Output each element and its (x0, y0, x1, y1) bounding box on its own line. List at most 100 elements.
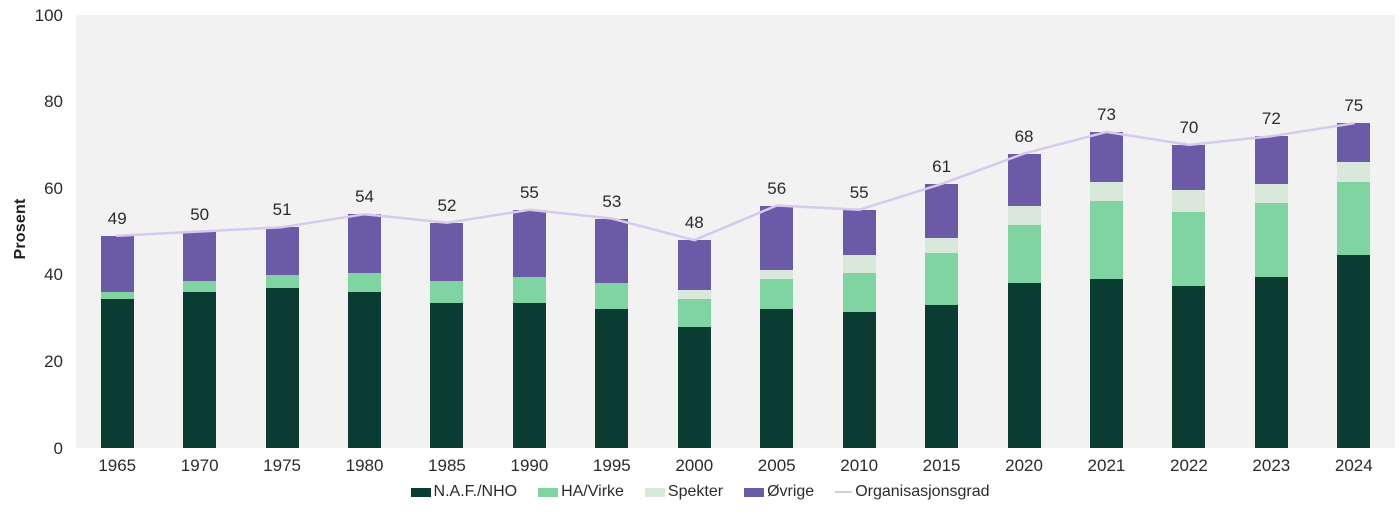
bar-segment-spekter (760, 270, 794, 280)
bar-segment-n-a-f-nho (842, 311, 876, 448)
bar-segment-n-a-f-nho (677, 326, 711, 448)
bar-segment-øvrige (430, 222, 464, 282)
x-tick-label-1985: 1985 (428, 456, 466, 475)
x-tick-label-2010: 2010 (840, 456, 879, 475)
x-tick-label-2000: 2000 (675, 456, 714, 475)
bar-segment-øvrige (595, 218, 629, 284)
y-tick-label: 20 (44, 351, 63, 371)
bar-segment-øvrige (1089, 131, 1123, 182)
bar-2005 (760, 205, 794, 448)
legend-label: N.A.F./NHO (433, 483, 518, 500)
bar-segment-øvrige (1337, 123, 1371, 163)
x-tick-label-1990: 1990 (510, 456, 549, 475)
bar-segment-øvrige (760, 205, 794, 271)
bar-segment-spekter (842, 255, 876, 273)
x-tick-label-2023: 2023 (1252, 456, 1291, 475)
bar-segment-n-a-f-nho (1337, 255, 1371, 448)
x-tick-label-1995: 1995 (592, 456, 631, 475)
bar-segment-spekter (925, 238, 959, 254)
legend-swatch-icon (410, 487, 431, 497)
bar-segment-ha-virke (595, 283, 629, 310)
bar-segment-øvrige (1007, 153, 1041, 206)
x-tick-label-1965: 1965 (98, 456, 137, 475)
y-tick-label: 60 (44, 178, 63, 198)
bar-segment-øvrige (183, 231, 217, 282)
x-tick-label-2022: 2022 (1169, 456, 1208, 475)
legend-item-n-a-f-nho: N.A.F./NHO (410, 483, 518, 501)
legend-label: Øvrige (767, 483, 815, 500)
bar-total-label: 53 (602, 191, 622, 211)
bar-segment-ha-virke (1172, 212, 1206, 286)
bar-segment-n-a-f-nho (1007, 283, 1041, 448)
bar-segment-øvrige (1254, 136, 1288, 184)
bar-total-label: 68 (1014, 126, 1034, 146)
bar-segment-n-a-f-nho (348, 292, 382, 448)
bar-segment-øvrige (512, 209, 546, 277)
bar-1980 (348, 214, 382, 448)
bar-segment-n-a-f-nho (760, 309, 794, 448)
x-tick-label-2015: 2015 (922, 456, 961, 475)
bar-total-label: 73 (1097, 104, 1116, 124)
legend-item-spekter: Spekter (644, 483, 723, 501)
bar-total-label: 61 (932, 156, 952, 176)
bar-total-label: 75 (1344, 96, 1364, 116)
bar-1990 (512, 209, 546, 448)
bar-1975 (265, 227, 299, 448)
bar-segment-øvrige (842, 209, 876, 256)
x-tick-label-1975: 1975 (263, 456, 301, 475)
bar-segment-n-a-f-nho (925, 305, 959, 448)
bar-segment-ha-virke (100, 292, 134, 299)
bar-segment-ha-virke (512, 276, 546, 303)
legend-swatch-icon (538, 487, 559, 497)
bar-2022 (1172, 144, 1206, 448)
bar-segment-ha-virke (430, 281, 464, 303)
bar-segment-n-a-f-nho (1254, 276, 1288, 448)
x-tick-label-2021: 2021 (1087, 456, 1126, 475)
bar-segment-øvrige (1172, 144, 1206, 191)
bar-1970 (183, 231, 217, 448)
bar-segment-n-a-f-nho (265, 287, 299, 448)
y-axis-title: Prosent (12, 198, 29, 260)
bar-total-label: 55 (849, 182, 869, 202)
bar-total-label: 55 (519, 182, 539, 202)
bar-total-label: 54 (355, 187, 374, 207)
bar-total-label: 72 (1261, 109, 1281, 129)
bar-1985 (430, 222, 464, 448)
bar-total-label: 48 (684, 213, 704, 233)
bar-segment-n-a-f-nho (430, 302, 464, 448)
bar-segment-ha-virke (1254, 203, 1288, 277)
bar-segment-ha-virke (348, 272, 382, 293)
bar-2000 (677, 240, 711, 448)
bar-segment-ha-virke (760, 279, 794, 310)
bar-2024 (1337, 123, 1371, 448)
y-tick-label: 80 (44, 92, 63, 112)
x-tick-label-1970: 1970 (180, 456, 219, 475)
y-tick-label: 100 (34, 5, 63, 25)
bar-1995 (595, 218, 629, 448)
bar-segment-øvrige (265, 227, 299, 275)
plot-area: 49 50 51 54 52 55 53 48 56 55 61 68 73 70 72 75 (76, 15, 1395, 448)
legend-item-organisasjonsgrad: Organisasjonsgrad (835, 483, 989, 501)
bar-segment-n-a-f-nho (595, 309, 629, 448)
bar-segment-ha-virke (925, 253, 959, 306)
bar-segment-ha-virke (1337, 181, 1371, 256)
legend-swatch-icon (644, 487, 665, 497)
y-tick-label: 0 (53, 438, 63, 458)
bar-segment-n-a-f-nho (183, 292, 217, 448)
bar-total-label: 56 (767, 178, 787, 198)
bar-segment-øvrige (100, 235, 134, 293)
legend-line-swatch-icon (835, 490, 853, 494)
y-tick-label: 40 (44, 265, 63, 285)
bar-2023 (1254, 136, 1288, 448)
bar-segment-ha-virke (183, 281, 217, 293)
bar-total-label: 49 (107, 208, 127, 228)
legend-label: HA/Virke (561, 483, 624, 500)
bar-2020 (1007, 153, 1041, 448)
bar-segment-n-a-f-nho (1172, 285, 1206, 448)
legend-item-ha-virke: HA/Virke (538, 483, 624, 501)
bar-segment-ha-virke (677, 298, 711, 327)
bar-segment-n-a-f-nho (512, 302, 546, 448)
bar-segment-n-a-f-nho (100, 298, 134, 448)
bar-segment-ha-virke (842, 272, 876, 312)
